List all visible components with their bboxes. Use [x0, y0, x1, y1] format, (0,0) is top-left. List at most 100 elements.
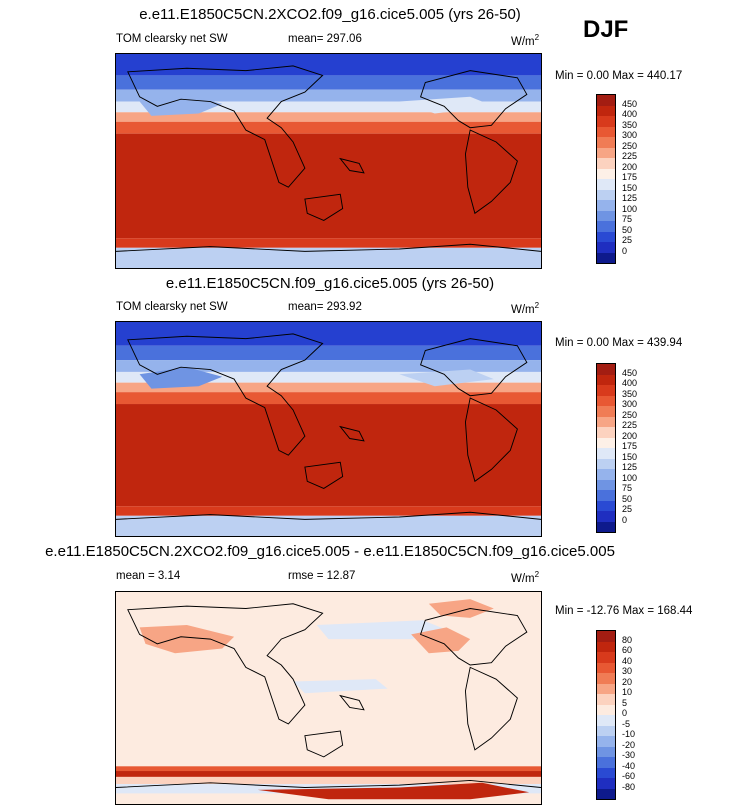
panel-1-colorbar-swatch — [597, 105, 615, 116]
panel-3-tick: -60 — [622, 771, 636, 781]
panel-3-tick: 20 — [622, 676, 633, 687]
panel-2-colorbar-swatch — [597, 427, 615, 438]
panel-1-colorbar-swatch — [597, 252, 615, 263]
panel-1-units: W/m2 — [511, 33, 540, 48]
panel-2-colorbar-swatch — [597, 416, 615, 427]
panel-2-tick: 175 — [622, 441, 638, 451]
panel-3-tick: -40 — [622, 760, 636, 771]
panel-3-tick: -20 — [622, 739, 636, 750]
panel-1-title: e.e11.E1850C5CN.2XCO2.f09_g16.cice5.005 … — [139, 6, 521, 23]
panel-1-minmax: Min = 0.00 Max = 440.17 — [555, 70, 683, 82]
panel-3-colorbar-swatch — [597, 704, 615, 715]
panel-2-colorbar-ticks: 450 400 350 300 250 225 200 175 150 125 … — [622, 363, 662, 531]
panel-2-mean-label: mean= 293.92 — [288, 301, 362, 313]
panel-1-tick: 25 — [622, 235, 633, 245]
panel-3-tick: 30 — [622, 666, 633, 676]
season-label: DJF — [583, 16, 629, 43]
panel-1-colorbar-swatch — [597, 200, 615, 211]
panel-1-colorbar-swatch — [597, 242, 615, 253]
panel-3-coastlines — [116, 603, 541, 788]
panel-1-colorbar-swatch — [597, 95, 615, 106]
panel-1-tick: 125 — [622, 193, 638, 203]
panel-3-map-svg — [116, 592, 541, 804]
panel-1-tick: 50 — [622, 224, 633, 235]
panel-2-colorbar-swatch — [597, 448, 615, 459]
panel-2-tick: 450 — [622, 367, 638, 378]
panel-3-colorbar-swatch — [597, 746, 615, 757]
panel-1-colorbar-swatch — [597, 231, 615, 242]
panel-2-colorbar-swatch — [597, 374, 615, 385]
panel-1-colorbar-swatch — [597, 116, 615, 127]
panel-3-colorbar — [596, 630, 616, 800]
panel-1-colorbar-swatch — [597, 189, 615, 200]
panel-1-colorbar-swatch — [597, 210, 615, 221]
panel-3-colorbar-swatch — [597, 631, 615, 642]
panel-1-colorbar-swatch — [597, 137, 615, 148]
panel-2-tick: 200 — [622, 430, 638, 441]
panel-2-tick: 350 — [622, 388, 638, 399]
panel-3-tick: 60 — [622, 645, 633, 655]
panel-1-map — [115, 53, 542, 269]
panel-2-variable-label: TOM clearsky net SW — [116, 301, 228, 313]
panel-1-tick: 225 — [622, 151, 638, 161]
panel-2-colorbar-swatch — [597, 521, 615, 532]
panel-2-tick: 225 — [622, 420, 638, 430]
panel-1-colorbar — [596, 94, 616, 264]
panel-1-tick: 400 — [622, 109, 638, 119]
panel-2-colorbar-swatch — [597, 500, 615, 511]
panel-1-tick: 150 — [622, 182, 638, 193]
panel-2-colorbar-swatch — [597, 385, 615, 396]
panel-3-colorbar-swatch — [597, 662, 615, 673]
panel-2-tick: 50 — [622, 493, 633, 504]
panel-2-minmax: Min = 0.00 Max = 439.94 — [555, 337, 683, 349]
panel-2-tick: 400 — [622, 378, 638, 388]
panel-3-tick: 10 — [622, 687, 633, 697]
panel-1-map-svg — [116, 54, 541, 268]
panel-3-colorbar-swatch — [597, 788, 615, 799]
panel-3-minmax: Min = -12.76 Max = 168.44 — [555, 605, 693, 617]
panel-2-colorbar-swatch — [597, 458, 615, 469]
panel-3-colorbar-swatch — [597, 641, 615, 652]
panel-3-colorbar-swatch — [597, 673, 615, 684]
panel-1-tick: 250 — [622, 140, 638, 151]
panel-1-colorbar-swatch — [597, 179, 615, 190]
panel-2-colorbar-swatch — [597, 490, 615, 501]
panel-1-tick: 75 — [622, 214, 633, 224]
panel-1-tick: 300 — [622, 130, 638, 140]
panel-1-mean-label: mean= 297.06 — [288, 33, 362, 45]
panel-1-tick: 450 — [622, 98, 638, 109]
panel-3-rmse-label: rmse = 12.87 — [288, 570, 356, 582]
panel-1-tick: 100 — [622, 203, 638, 214]
panel-1-tick: 175 — [622, 172, 638, 182]
panel-1-colorbar-ticks: 450 400 350 300 250 225 200 175 150 125 … — [622, 94, 662, 262]
panel-2-coastlines — [116, 333, 541, 520]
panel-1-colorbar-swatch — [597, 168, 615, 179]
panel-2-units: W/m2 — [511, 301, 540, 316]
panel-1-variable-label: TOM clearsky net SW — [116, 33, 228, 45]
panel-3-colorbar-swatch — [597, 683, 615, 694]
panel-3-title: e.e11.E1850C5CN.2XCO2.f09_g16.cice5.005 … — [45, 543, 615, 560]
panel-1-colorbar-swatch — [597, 147, 615, 158]
panel-3-colorbar-swatch — [597, 757, 615, 768]
panel-3-tick: 80 — [622, 634, 633, 645]
panel-2-tick: 100 — [622, 472, 638, 483]
panel-3-colorbar-swatch — [597, 652, 615, 663]
panel-2-tick: 25 — [622, 504, 633, 514]
panel-3-tick: 5 — [622, 697, 628, 708]
panel-1-tick: 350 — [622, 119, 638, 130]
panel-1-colorbar-swatch — [597, 126, 615, 137]
panel-2-colorbar-swatch — [597, 479, 615, 490]
panel-3-colorbar-swatch — [597, 778, 615, 789]
panel-3-colorbar-swatch — [597, 715, 615, 726]
panel-2-tick: 125 — [622, 462, 638, 472]
panel-2-colorbar-swatch — [597, 511, 615, 522]
panel-3-tick: 40 — [622, 655, 633, 666]
panel-2-map-svg — [116, 322, 541, 536]
panel-2-tick: 0 — [622, 514, 628, 525]
panel-2-colorbar-swatch — [597, 406, 615, 417]
panel-2-colorbar-swatch — [597, 364, 615, 375]
panel-3-tick: -10 — [622, 729, 636, 739]
panel-2-colorbar-swatch — [597, 469, 615, 480]
panel-1-colorbar-swatch — [597, 158, 615, 169]
panel-1-colorbar-swatch — [597, 221, 615, 232]
